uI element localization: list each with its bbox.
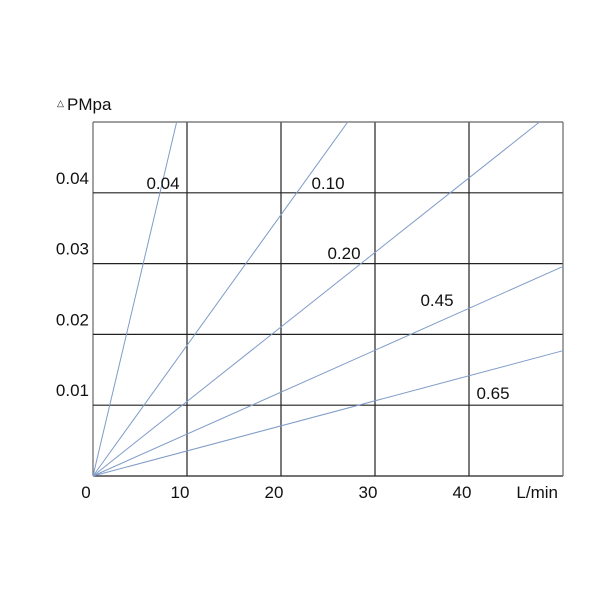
- y-tick-label: 0.01: [56, 381, 89, 400]
- y-tick-label: 0.04: [56, 169, 89, 188]
- series-line-0.10: [92, 121, 349, 477]
- y-axis-label: PMpa: [67, 95, 112, 114]
- y-axis-symbol: △: [57, 98, 64, 108]
- series-label: 0.20: [327, 244, 360, 263]
- y-tick-label: 0.03: [56, 240, 89, 259]
- series-line-0.65: [92, 350, 564, 477]
- series-line-0.04: [92, 121, 178, 477]
- series-line-0.45: [92, 265, 564, 477]
- x-tick-label: 30: [359, 483, 378, 502]
- series-label: 0.10: [311, 174, 344, 193]
- x-tick-label: 0: [81, 483, 90, 502]
- series-line-0.20: [92, 121, 540, 477]
- x-tick-label: 10: [171, 483, 190, 502]
- x-axis-label: L/min: [516, 483, 558, 502]
- series-label: 0.45: [420, 291, 453, 310]
- series-label: 0.04: [146, 174, 179, 193]
- series-label: 0.65: [476, 384, 509, 403]
- series-lines: [92, 121, 564, 477]
- x-tick-label: 20: [265, 483, 284, 502]
- x-tick-label: 40: [453, 483, 472, 502]
- y-tick-label: 0.02: [56, 310, 89, 329]
- grid: [92, 121, 564, 477]
